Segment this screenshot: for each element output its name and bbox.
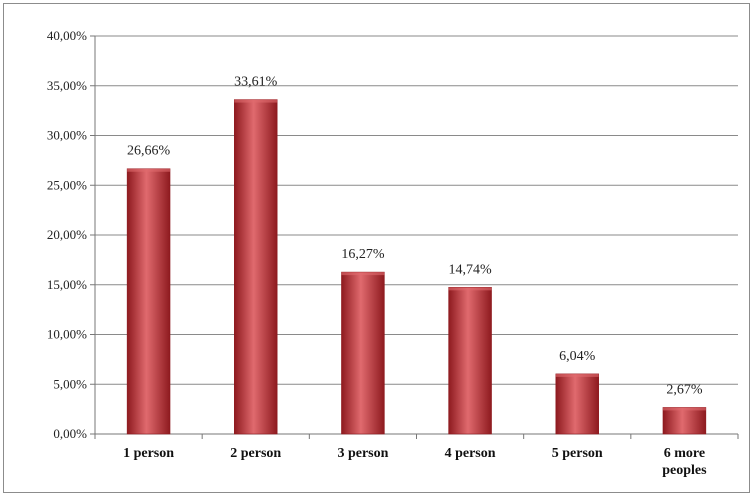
data-label: 33,61% xyxy=(234,75,278,90)
bar-top-highlight xyxy=(448,287,492,291)
bars xyxy=(126,99,707,435)
data-label: 14,74% xyxy=(448,262,492,277)
category-label: 5 person xyxy=(552,446,603,461)
bar xyxy=(341,271,385,435)
y-tick-label: 35,00% xyxy=(47,78,87,93)
y-tick-label: 30,00% xyxy=(47,128,87,143)
gridlines xyxy=(95,35,738,435)
bar xyxy=(448,287,492,435)
category-label: 6 more xyxy=(664,446,705,461)
category-label: 3 person xyxy=(337,446,388,461)
bar xyxy=(662,407,707,435)
labels: 0,00% 5,00% 10,00% 15,00% 20,00% 25,00% 30,00%… xyxy=(47,28,707,478)
y-tick-label: 15,00% xyxy=(47,277,87,292)
bar-top-highlight xyxy=(555,373,599,377)
bar xyxy=(126,168,171,435)
category-label: 2 person xyxy=(230,446,281,461)
data-label: 26,66% xyxy=(127,144,171,159)
data-label: 2,67% xyxy=(666,382,703,397)
bar-top-highlight xyxy=(127,168,171,172)
bar-top-highlight xyxy=(341,272,385,276)
category-label: peoples xyxy=(662,463,707,478)
y-tick-label: 10,00% xyxy=(47,327,87,342)
data-label: 16,27% xyxy=(341,247,385,262)
y-tick-label: 25,00% xyxy=(47,177,87,192)
category-label: 4 person xyxy=(445,446,496,461)
y-tick-label: 20,00% xyxy=(47,227,87,242)
bar-top-highlight xyxy=(234,99,278,103)
axes xyxy=(90,35,739,439)
bar-top-highlight xyxy=(662,407,706,411)
bar xyxy=(555,373,599,435)
y-tick-label: 5,00% xyxy=(53,376,87,391)
y-tick-label: 40,00% xyxy=(47,28,87,43)
bar xyxy=(234,99,278,435)
category-label: 1 person xyxy=(123,446,174,461)
data-label: 6,04% xyxy=(559,349,596,364)
y-tick-label: 0,00% xyxy=(53,426,87,441)
